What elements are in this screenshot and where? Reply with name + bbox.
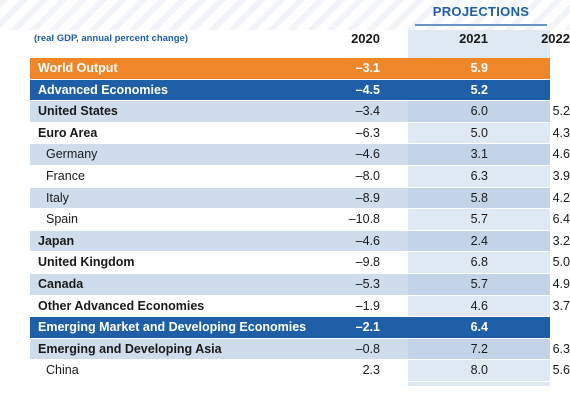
value-2021: 5.0 [470,125,488,140]
value-2022: 5.6 [552,363,570,378]
projection-cell-shade [408,122,550,144]
projection-cell-shade [408,273,550,295]
value-2021: 8.0 [470,363,488,378]
value-2021: 2.4 [470,233,488,248]
table-row: United States –3.4 6.0 5.2 [30,101,570,123]
gdp-table: World Output –3.1 5.9 4.9 Advanced Economies… [30,58,570,382]
value-2022: 4.2 [552,190,570,205]
projections-label: PROJECTIONS [432,4,530,19]
projection-cell-shade [408,295,550,317]
row-label: World Output [38,61,118,75]
table-row: Advanced Economies –4.5 5.2 4.5 [30,79,570,102]
year-2021-header: 2021 [459,31,488,46]
row-label: Emerging and Developing Asia [38,341,222,356]
value-2020: –2.1 [355,320,380,335]
projection-cell-shade [408,360,550,381]
projection-cell-shade [408,165,550,187]
table-row: Italy –8.9 5.8 4.2 [30,187,570,210]
value-2020: –8.0 [355,168,380,183]
projections-underline [415,24,547,26]
value-2020: 2.3 [362,363,380,378]
value-2021: 6.0 [470,104,488,119]
projection-cell-shade [408,187,550,209]
row-label: Other Advanced Economies [38,298,205,313]
value-2021: 6.8 [470,255,488,270]
row-label: United States [38,104,118,119]
table-row: World Output –3.1 5.9 4.9 [30,58,570,80]
value-2021: 5.7 [470,276,488,291]
year-2020-header: 2020 [351,31,380,46]
table-row: China 2.3 8.0 5.6 [30,360,570,382]
table-row: Canada –5.3 5.7 4.9 [30,273,570,296]
value-2021: 5.2 [470,82,488,97]
table-row: Emerging and Developing Asia –0.8 7.2 6.3 [30,338,570,361]
value-2022: 5.0 [552,255,570,270]
value-2022: 4.3 [552,125,570,140]
table-header: (real GDP, annual percent change) 2020 2… [30,28,570,54]
table-row: Germany –4.6 3.1 4.6 [30,144,570,166]
value-2020: –3.4 [355,104,380,119]
value-2022: 6.4 [552,212,570,227]
row-label: Canada [38,276,84,291]
table-row: Japan –4.6 2.4 3.2 [30,230,570,253]
projection-cell-shade [408,209,550,230]
value-2022: 4.5 [552,82,570,97]
value-2020: –9.8 [355,255,380,270]
value-2020: –0.8 [355,341,380,356]
value-2021: 4.6 [470,298,488,313]
projection-cell-shade [408,101,550,122]
table-subtitle: (real GDP, annual percent change) [34,33,188,44]
value-2020: –1.9 [355,298,380,313]
table-row: United Kingdom –9.8 6.8 5.0 [30,252,570,274]
row-label: China [46,363,79,378]
value-2022: 5.1 [552,320,570,335]
projection-cell-shade [408,338,550,360]
value-2020: –8.9 [355,190,380,205]
value-2020: –3.1 [355,61,380,75]
projection-cell-shade [408,252,550,273]
row-label: Japan [38,233,75,248]
row-label: Germany [46,147,98,162]
value-2021: 5.8 [470,190,488,205]
value-2022: 4.6 [552,147,570,162]
value-2022: 3.9 [552,168,570,183]
value-2021: 5.7 [470,212,488,227]
row-label: France [46,168,85,183]
table-row: Euro Area –6.3 5.0 4.3 [30,122,570,145]
row-label: Spain [46,212,78,227]
value-2021: 5.9 [470,61,488,75]
value-2020: –10.8 [348,212,380,227]
value-2021: 6.4 [470,320,488,335]
value-2021: 3.1 [470,147,488,162]
value-2020: –4.6 [355,147,380,162]
table-row: Spain –10.8 5.7 6.4 [30,209,570,231]
value-2021: 7.2 [470,341,488,356]
row-label: Italy [46,190,69,205]
value-2022: 4.9 [552,61,570,75]
row-label: Euro Area [38,125,98,140]
value-2020: –6.3 [355,125,380,140]
table-row: Other Advanced Economies –1.9 4.6 3.7 [30,295,570,318]
row-label: Advanced Economies [38,82,168,97]
value-2021: 6.3 [470,168,488,183]
value-2020: –4.5 [355,82,380,97]
projection-cell-shade [408,230,550,252]
row-label: Emerging Market and Developing Economies [38,320,307,335]
table-row: Emerging Market and Developing Economies… [30,317,570,339]
value-2020: –5.3 [355,276,380,291]
value-2020: –4.6 [355,233,380,248]
table-row: France –8.0 6.3 3.9 [30,165,570,188]
value-2022: 5.2 [552,104,570,119]
row-label: United Kingdom [38,255,135,270]
year-2022-header: 2022 [541,31,570,46]
value-2022: 3.2 [552,233,570,248]
value-2022: 4.9 [552,276,570,291]
projection-cell-shade [408,144,550,165]
value-2022: 6.3 [552,341,570,356]
value-2022: 3.7 [552,298,570,313]
